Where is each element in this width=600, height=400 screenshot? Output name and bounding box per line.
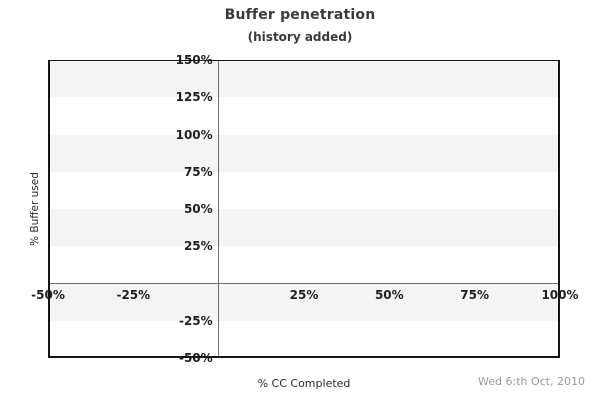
plot-stripe bbox=[48, 97, 560, 135]
chart-subtitle: (history added) bbox=[247, 30, 353, 44]
x-axis-line bbox=[48, 283, 560, 284]
y-tick-label: 50% bbox=[183, 202, 213, 216]
y-tick-label: 25% bbox=[183, 239, 213, 254]
y-tick-label: 150% bbox=[175, 53, 213, 67]
chart-title: Buffer penetration bbox=[224, 7, 376, 23]
x-tick-label: 100% bbox=[541, 287, 579, 302]
plot-stripe bbox=[48, 320, 560, 358]
footer-date: Wed 6:th Oct, 2010 bbox=[478, 375, 585, 388]
y-axis-title: % Buffer used bbox=[29, 172, 41, 246]
y-axis-line bbox=[218, 60, 220, 358]
plot-stripe bbox=[48, 60, 560, 98]
x-tick-label: 50% bbox=[374, 287, 404, 302]
x-tick-label: 25% bbox=[289, 287, 319, 302]
x-tick-label: -50% bbox=[31, 287, 65, 302]
y-tick-label: -25% bbox=[178, 313, 213, 328]
y-tick-label: 75% bbox=[183, 164, 213, 179]
x-tick-label: -25% bbox=[116, 287, 151, 302]
plot-stripe bbox=[48, 246, 560, 284]
x-tick-label: 75% bbox=[460, 287, 490, 302]
x-axis-title: % CC Completed bbox=[257, 377, 351, 390]
plot-area: 150% 125% 100% 75% 50% 25% -25% -50% -50% -25% 25%… bbox=[31, 54, 578, 364]
y-tick-label: 100% bbox=[175, 127, 213, 142]
y-tick-label: 125% bbox=[175, 90, 213, 105]
y-tick-label: -50% bbox=[178, 351, 213, 365]
plot-stripe bbox=[48, 283, 560, 321]
plot-stripe bbox=[48, 209, 560, 247]
plot-stripe bbox=[48, 171, 560, 209]
plot-stripe bbox=[48, 134, 560, 172]
